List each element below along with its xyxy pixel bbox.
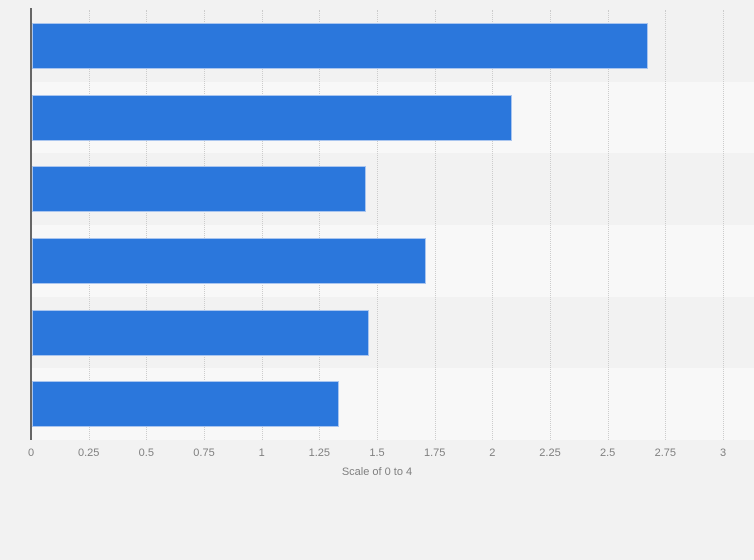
gridline [88,10,90,440]
gridline [204,10,205,440]
x-tick-label: 2.5 [600,447,616,459]
bar[interactable] [32,22,648,69]
x-tick-label: 3 [719,447,727,459]
bar[interactable] [32,309,369,356]
gridline [492,10,494,440]
bar[interactable] [32,94,512,141]
x-tick-label: 2.25 [539,447,561,459]
category-axis-line [30,8,32,440]
x-tick-label: 0.25 [77,447,100,459]
gridline [665,10,667,440]
gridline [261,10,263,440]
x-tick-label: 0 [27,447,35,459]
x-axis-title: Scale of 0 to 4 [341,466,413,478]
x-tick-label: 1.25 [308,447,331,459]
gridline [723,10,724,440]
x-tick-label: 2 [489,447,496,459]
gridline [146,10,148,440]
gridline [607,10,609,440]
bar[interactable] [32,381,339,428]
x-tick-label: 1.5 [369,447,385,459]
gridline [550,10,551,440]
x-tick-label: 0.75 [193,447,215,459]
x-tick-label: 0.5 [138,447,154,459]
gridline [377,10,378,440]
gridline [319,10,321,440]
gridline [434,10,436,440]
bar-chart-plot-area: 0 0.25 0.5 0.75 1 1.25 1.5 1.75 2 2.25 2.5 2.75 3 Sc… [27,8,727,478]
bar[interactable] [32,166,367,213]
x-tick-label: 2.75 [654,447,677,459]
x-tick-label: 1 [258,447,265,459]
x-tick-label: 1.75 [423,447,446,459]
bar[interactable] [32,237,427,284]
